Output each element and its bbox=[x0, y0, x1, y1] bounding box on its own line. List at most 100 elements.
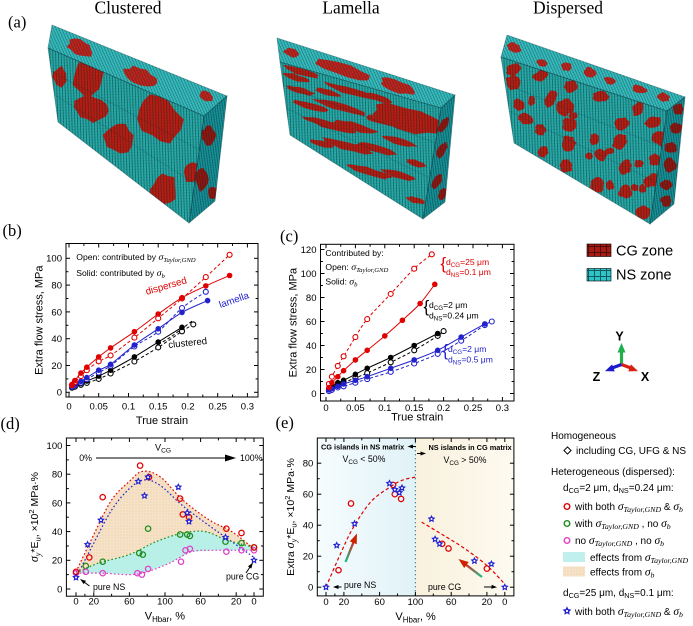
svg-text:100: 100 bbox=[301, 269, 317, 280]
svg-text:120: 120 bbox=[301, 245, 317, 256]
svg-text:pure CG: pure CG bbox=[226, 572, 259, 582]
svg-text:dNS​=0.5 μm: dNS​=0.5 μm bbox=[448, 355, 493, 367]
svg-text:True strain: True strain bbox=[136, 415, 188, 427]
svg-text:VCG​ > 50%: VCG​ > 50% bbox=[444, 455, 487, 467]
svg-text:{: { bbox=[441, 254, 447, 273]
svg-text:80: 80 bbox=[306, 293, 317, 304]
svg-text:dNS​=0.1 μm: dNS​=0.1 μm bbox=[446, 267, 491, 279]
svg-text:100%: 100% bbox=[240, 453, 263, 463]
svg-text:effects from σTaylor,GND​: effects from σTaylor,GND​ bbox=[590, 552, 689, 565]
svg-text:40: 40 bbox=[51, 334, 62, 345]
svg-text:Lamella: Lamella bbox=[322, 0, 380, 18]
svg-text:dCG​=25 μm, dNS​=0.1 μm:: dCG​=25 μm, dNS​=0.1 μm: bbox=[563, 588, 674, 600]
svg-text:dispersed: dispersed bbox=[144, 275, 188, 297]
svg-text:0%: 0% bbox=[79, 453, 92, 463]
svg-text:no σTaylor,GND​ , no σb​: no σTaylor,GND​ , no σb​ bbox=[575, 535, 664, 548]
svg-text:with σTaylor,GND​ , no σb​: with σTaylor,GND​ , no σb​ bbox=[574, 518, 671, 531]
svg-text:60: 60 bbox=[374, 597, 385, 608]
svg-text:0.25: 0.25 bbox=[208, 402, 227, 413]
svg-text:0: 0 bbox=[311, 389, 316, 400]
svg-text:(c): (c) bbox=[280, 227, 298, 246]
svg-text:40: 40 bbox=[303, 521, 314, 532]
svg-text:40: 40 bbox=[306, 341, 317, 352]
svg-text:0.05: 0.05 bbox=[346, 403, 365, 414]
svg-text:20: 20 bbox=[52, 556, 63, 567]
svg-text:Y: Y bbox=[615, 330, 624, 344]
svg-text:0.05: 0.05 bbox=[89, 402, 108, 413]
svg-text:0.3: 0.3 bbox=[496, 403, 509, 414]
svg-text:Open: σTaylor,GND​: Open: σTaylor,GND​ bbox=[325, 262, 388, 274]
svg-text:60: 60 bbox=[446, 597, 457, 608]
svg-text:20: 20 bbox=[339, 597, 350, 608]
svg-text:100: 100 bbox=[46, 254, 62, 265]
svg-text:NS islands in CG matrix: NS islands in CG matrix bbox=[429, 443, 513, 452]
svg-text:Solid: σb​: Solid: σb​ bbox=[325, 277, 358, 289]
svg-text:Clustered: Clustered bbox=[94, 0, 161, 18]
svg-text:dCG​=2 μm: dCG​=2 μm bbox=[429, 300, 467, 312]
svg-text:100: 100 bbox=[407, 597, 423, 608]
svg-text:Z: Z bbox=[593, 370, 601, 384]
svg-text:0: 0 bbox=[502, 597, 507, 608]
svg-text:0: 0 bbox=[308, 583, 313, 594]
svg-text:100: 100 bbox=[157, 597, 173, 608]
svg-text:60: 60 bbox=[124, 597, 135, 608]
svg-text:0.2: 0.2 bbox=[181, 402, 194, 413]
svg-text:0.15: 0.15 bbox=[149, 402, 168, 413]
svg-text:VCG​: VCG​ bbox=[155, 443, 171, 455]
svg-text:pure NS: pure NS bbox=[344, 580, 376, 590]
svg-text:0: 0 bbox=[57, 388, 62, 399]
svg-text:Dispersed: Dispersed bbox=[533, 0, 603, 18]
svg-text:0.2: 0.2 bbox=[437, 403, 450, 414]
svg-text:dCG​=2 μm, dNS​=0.24 μm:: dCG​=2 μm, dNS​=0.24 μm: bbox=[563, 483, 674, 495]
svg-text:0.1: 0.1 bbox=[122, 402, 135, 413]
svg-text:100: 100 bbox=[47, 441, 63, 452]
svg-text:pure CG: pure CG bbox=[428, 582, 461, 592]
svg-text:0.3: 0.3 bbox=[241, 402, 254, 413]
svg-text:True strain: True strain bbox=[391, 412, 443, 424]
svg-text:80: 80 bbox=[51, 281, 62, 292]
svg-text:60: 60 bbox=[52, 498, 63, 509]
svg-text:60: 60 bbox=[306, 317, 317, 328]
svg-text:Open: contributed by σTaylor,G: Open: contributed by σTaylor,GND​ bbox=[76, 252, 195, 264]
svg-text:(d): (d) bbox=[1, 414, 20, 433]
svg-text:effects from σb​: effects from σb​ bbox=[590, 567, 655, 580]
svg-text:with both σTaylor,GND​ & σb​: with both σTaylor,GND​ & σb​ bbox=[574, 606, 683, 619]
svg-text:pure NS: pure NS bbox=[93, 582, 125, 592]
svg-text:0.15: 0.15 bbox=[405, 403, 424, 414]
svg-text:dCG​=25 μm: dCG​=25 μm bbox=[446, 257, 489, 269]
svg-text:CG zone: CG zone bbox=[616, 244, 673, 260]
svg-text:(e): (e) bbox=[276, 413, 294, 432]
svg-text:20: 20 bbox=[51, 361, 62, 372]
svg-text:dNS​=0.24 μm: dNS​=0.24 μm bbox=[429, 311, 479, 323]
svg-text:Extra flow stress, MPa: Extra flow stress, MPa bbox=[288, 267, 300, 377]
svg-text:Solid: contributed by σb​: Solid: contributed by σb​ bbox=[76, 268, 165, 280]
svg-text:VCG​ < 50%: VCG​ < 50% bbox=[343, 454, 386, 466]
svg-text:lamella: lamella bbox=[218, 290, 251, 311]
svg-text:0.1: 0.1 bbox=[378, 403, 391, 414]
svg-text:80: 80 bbox=[303, 459, 314, 470]
svg-text:dCG​=2 μm: dCG​=2 μm bbox=[448, 344, 486, 356]
svg-text:X: X bbox=[641, 370, 650, 384]
svg-text:Extra flow stress, MPa: Extra flow stress, MPa bbox=[34, 265, 46, 375]
svg-text:20: 20 bbox=[231, 597, 242, 608]
svg-text:Heterogeneous (dispersed):: Heterogeneous (dispersed): bbox=[551, 467, 675, 478]
svg-text:Extra σy​*Eu​, ×102​ MPa·%: Extra σy​*Eu​, ×102​ MPa·% bbox=[283, 458, 298, 576]
svg-text:0.25: 0.25 bbox=[464, 403, 483, 414]
svg-text:0: 0 bbox=[57, 584, 62, 595]
svg-text:(a): (a) bbox=[8, 13, 26, 32]
svg-text:20: 20 bbox=[482, 597, 493, 608]
svg-text:σy​*Eu​, ×102​ MPa·%: σy​*Eu​, ×102​ MPa·% bbox=[27, 472, 42, 562]
svg-text:60: 60 bbox=[195, 597, 206, 608]
svg-text:0: 0 bbox=[323, 403, 328, 414]
svg-text:with both σTaylor,GND​ & σb​: with both σTaylor,GND​ & σb​ bbox=[574, 501, 683, 514]
svg-text:80: 80 bbox=[52, 470, 63, 481]
svg-text:Contributed by:: Contributed by: bbox=[325, 248, 383, 258]
svg-text:0: 0 bbox=[73, 597, 78, 608]
svg-text:60: 60 bbox=[51, 307, 62, 318]
svg-text:0: 0 bbox=[323, 597, 328, 608]
svg-text:60: 60 bbox=[303, 490, 314, 501]
svg-text:VHbar​, %: VHbar​, % bbox=[395, 611, 436, 624]
svg-text:{: { bbox=[443, 341, 449, 360]
svg-text:Homogeneous: Homogeneous bbox=[551, 431, 616, 442]
svg-text:{: { bbox=[424, 297, 430, 316]
